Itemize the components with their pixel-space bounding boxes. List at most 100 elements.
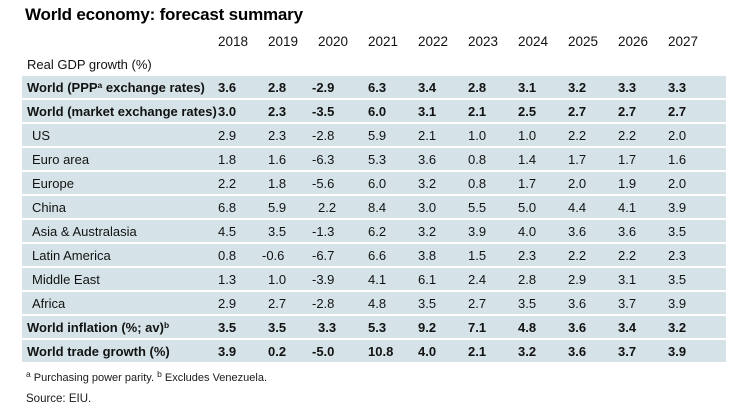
value-cell: 3.7 bbox=[618, 340, 668, 362]
value-cell: 4.8 bbox=[518, 316, 568, 338]
value-cell: 2.1 bbox=[468, 340, 518, 362]
value-cell: 2.0 bbox=[668, 124, 726, 146]
value-cell: 3.4 bbox=[618, 316, 668, 338]
value-cell: 3.5 bbox=[668, 268, 726, 290]
year-header: 2018 bbox=[218, 33, 249, 49]
value-cell: 2.0 bbox=[568, 172, 618, 194]
value-cell: 3.9 bbox=[218, 340, 268, 362]
superscript-marker: b bbox=[163, 319, 170, 330]
superscript-marker: b bbox=[157, 369, 162, 379]
value-cell: 6.0 bbox=[368, 172, 418, 194]
value-cell: -2.8 bbox=[312, 292, 368, 314]
row-label: Latin America bbox=[22, 244, 218, 266]
row-label: US bbox=[22, 124, 218, 146]
value-cell: 1.3 bbox=[218, 268, 268, 290]
value-cell: 8.4 bbox=[368, 196, 418, 218]
value-cell: 5.3 bbox=[368, 316, 418, 338]
value-cell: 2.4 bbox=[468, 268, 518, 290]
table-row: Asia & Australasia 4.5 3.5 -1.3 6.2 3.2 3.9 4.0… bbox=[22, 220, 726, 242]
value-cell: 1.8 bbox=[268, 172, 318, 194]
row-label: World inflation (%; av)b bbox=[22, 316, 218, 338]
row-label: World (market exchange rates) bbox=[22, 100, 218, 122]
table-row: Latin America 0.8 -0.6 -6.7 6.6 3.8 1.5 2.3 2.2 2… bbox=[22, 244, 726, 266]
value-cell: 3.6 bbox=[568, 220, 618, 242]
value-cell: 3.3 bbox=[668, 76, 726, 98]
table-row: World (market exchange rates) 3.0 2.3 -3.5 6… bbox=[22, 100, 726, 122]
year-header: 2022 bbox=[418, 33, 449, 49]
value-cell: -3.5 bbox=[312, 100, 368, 122]
value-cell: 6.1 bbox=[418, 268, 468, 290]
superscript-marker: a bbox=[97, 79, 103, 90]
value-cell: 2.2 bbox=[568, 124, 618, 146]
section-label: Real GDP growth (%) bbox=[22, 54, 726, 74]
value-cell: 3.2 bbox=[518, 340, 568, 362]
value-cell: 1.0 bbox=[268, 268, 318, 290]
value-cell: 1.7 bbox=[618, 148, 668, 170]
value-cell: 5.9 bbox=[268, 196, 318, 218]
value-cell: 1.0 bbox=[518, 124, 568, 146]
page-title: World economy: forecast summary bbox=[25, 5, 303, 24]
value-cell: 3.9 bbox=[668, 292, 726, 314]
value-cell: 6.3 bbox=[368, 76, 418, 98]
value-cell: 1.9 bbox=[618, 172, 668, 194]
value-cell: 7.1 bbox=[468, 316, 518, 338]
value-cell: 1.5 bbox=[468, 244, 518, 266]
value-cell: 3.5 bbox=[268, 220, 318, 242]
year-header: 2019 bbox=[268, 33, 299, 49]
year-header: 2024 bbox=[518, 33, 549, 49]
value-cell: 2.8 bbox=[268, 76, 318, 98]
table-row: World inflation (%; av)b 3.5 3.5 3.3 5.3 9.2 7… bbox=[22, 316, 726, 338]
value-cell: 2.8 bbox=[468, 76, 518, 98]
value-cell: 2.7 bbox=[268, 292, 318, 314]
year-header: 2021 bbox=[368, 33, 399, 49]
value-cell: 3.6 bbox=[618, 220, 668, 242]
year-header-row: 2018 2019 2020 2021 2022 2023 2024 2025 2026 2027 bbox=[22, 30, 726, 52]
value-cell: -6.7 bbox=[312, 244, 368, 266]
value-cell: -6.3 bbox=[312, 148, 368, 170]
table-row: World (PPPa exchange rates) 3.6 2.8 -2.9 6.3… bbox=[22, 76, 726, 98]
value-cell: 2.7 bbox=[668, 100, 726, 122]
value-cell: 3.0 bbox=[418, 196, 468, 218]
value-cell: 3.4 bbox=[418, 76, 468, 98]
value-cell: 1.0 bbox=[468, 124, 518, 146]
value-cell: 3.8 bbox=[418, 244, 468, 266]
value-cell: 3.3 bbox=[318, 316, 368, 338]
footnote: a Purchasing power parity. b Excludes Ve… bbox=[26, 369, 268, 384]
value-cell: 3.1 bbox=[518, 76, 568, 98]
value-cell: 4.0 bbox=[418, 340, 468, 362]
value-cell: 6.2 bbox=[368, 220, 418, 242]
value-cell: 3.6 bbox=[568, 316, 618, 338]
value-cell: 2.1 bbox=[418, 124, 468, 146]
row-label: Europe bbox=[22, 172, 218, 194]
value-cell: 3.6 bbox=[568, 340, 618, 362]
value-cell: 3.2 bbox=[418, 220, 468, 242]
table-row: US 2.9 2.3 -2.8 5.9 2.1 1.0 1.0 2.2 2.2 2.0 bbox=[22, 124, 726, 146]
year-header: 2020 bbox=[318, 33, 349, 49]
table-row: Euro area 1.8 1.6 -6.3 5.3 3.6 0.8 1.4 1.7 1.7 1.6 bbox=[22, 148, 726, 170]
value-cell: -2.8 bbox=[312, 124, 368, 146]
table-row: Africa 2.9 2.7 -2.8 4.8 3.5 2.7 3.5 3.6 3.7 3.9 bbox=[22, 292, 726, 314]
year-header: 2023 bbox=[468, 33, 499, 49]
value-cell: 2.0 bbox=[668, 172, 726, 194]
value-cell: 0.2 bbox=[268, 340, 318, 362]
value-cell: 3.5 bbox=[268, 316, 318, 338]
value-cell: -5.6 bbox=[312, 172, 368, 194]
value-cell: 3.5 bbox=[668, 220, 726, 242]
value-cell: 3.6 bbox=[218, 76, 268, 98]
year-header: 2027 bbox=[668, 33, 699, 49]
value-cell: 3.9 bbox=[468, 220, 518, 242]
value-cell: 2.2 bbox=[318, 196, 368, 218]
value-cell: 2.2 bbox=[218, 172, 268, 194]
value-cell: 0.8 bbox=[468, 148, 518, 170]
value-cell: 5.0 bbox=[518, 196, 568, 218]
row-label: Africa bbox=[22, 292, 218, 314]
table-body: Real GDP growth (%) World (PPPa exchange… bbox=[22, 54, 726, 362]
value-cell: 1.4 bbox=[518, 148, 568, 170]
value-cell: 3.2 bbox=[568, 76, 618, 98]
value-cell: 4.1 bbox=[618, 196, 668, 218]
row-label: World (PPPa exchange rates) bbox=[22, 76, 218, 98]
value-cell: 1.7 bbox=[518, 172, 568, 194]
value-cell: 5.5 bbox=[468, 196, 518, 218]
value-cell: 2.3 bbox=[268, 100, 318, 122]
value-cell: 3.2 bbox=[418, 172, 468, 194]
